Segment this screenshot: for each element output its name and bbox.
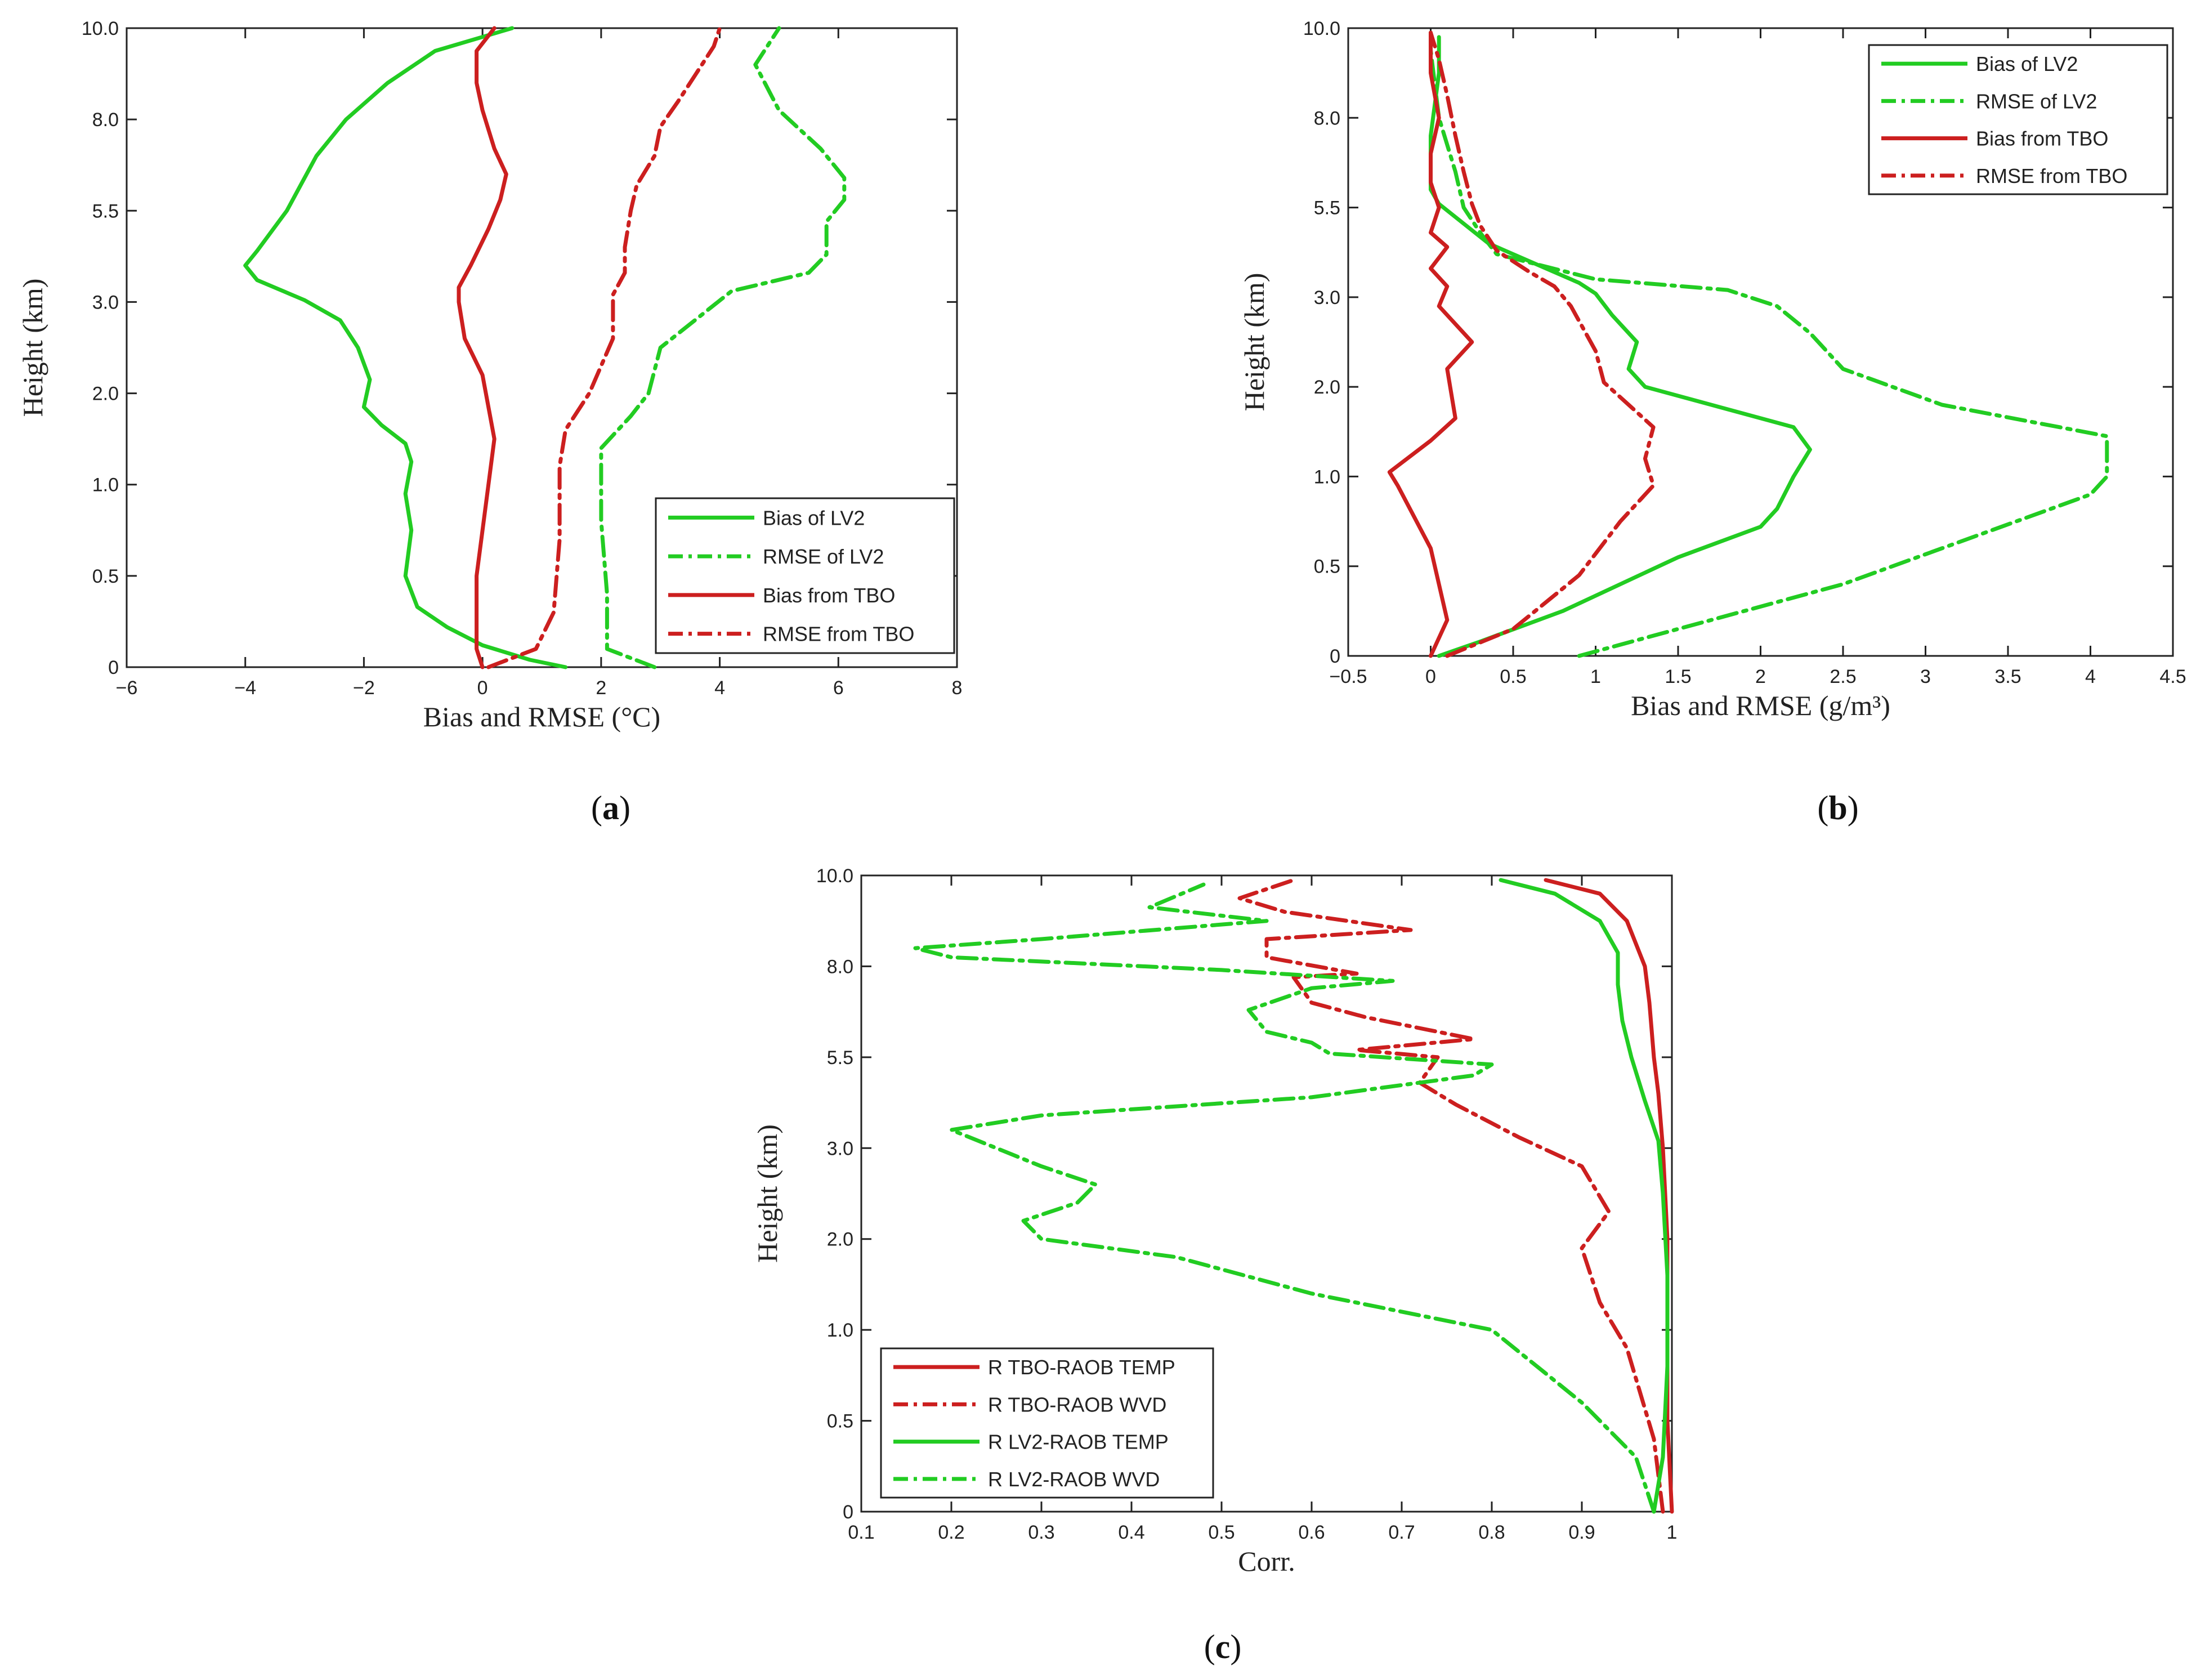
plot-frame-c xyxy=(860,874,1673,1513)
x-tick-label: 2.5 xyxy=(1830,666,1856,687)
legend-label: RMSE from TBO xyxy=(1976,164,2127,187)
y-tick-label: 1.0 xyxy=(827,1320,853,1341)
legend-box xyxy=(1868,44,2168,195)
panel-caption-b: (b) xyxy=(1817,789,1858,826)
x-tick-label: 0 xyxy=(1425,666,1436,687)
y-tick-label: 2.0 xyxy=(827,1229,853,1250)
legend-label: RMSE from TBO xyxy=(763,623,914,646)
x-tick-label: −2 xyxy=(353,677,375,699)
y-tick-label: 3.0 xyxy=(827,1138,853,1159)
series-line-bias-of-lv2 xyxy=(1429,35,1812,658)
x-tick-label: 4 xyxy=(714,677,725,699)
y-tick-label: 5.5 xyxy=(1314,198,1340,219)
series-line-rmse-from-tbo xyxy=(1429,30,1656,658)
x-tick-label: 0.4 xyxy=(1118,1522,1144,1543)
legend-label: Bias from TBO xyxy=(763,584,895,607)
y-tick-label: 3.0 xyxy=(1314,287,1340,309)
x-tick-label: 1 xyxy=(1590,666,1601,687)
x-tick-label: 6 xyxy=(833,677,844,699)
legend-label: R LV2-RAOB WVD xyxy=(988,1468,1160,1491)
y-tick-label: 10.0 xyxy=(816,865,853,887)
series-line-rmse-of-lv2 xyxy=(599,26,847,669)
y-tick-label: 0.5 xyxy=(92,566,119,587)
series-line-bias-of-lv2 xyxy=(243,26,568,669)
y-tick-label: 0 xyxy=(108,657,119,678)
x-axis-label: Corr. xyxy=(1238,1545,1295,1577)
y-tick-label: 5.5 xyxy=(827,1047,853,1069)
y-tick-label: 0 xyxy=(843,1502,853,1523)
y-tick-label: 0.5 xyxy=(827,1411,853,1432)
x-tick-label: 0.1 xyxy=(848,1522,874,1543)
legend-label: Bias of LV2 xyxy=(1976,52,2078,75)
legend-box xyxy=(880,1347,1214,1499)
y-tick-label: 2.0 xyxy=(92,383,119,405)
x-tick-label: 0.2 xyxy=(938,1522,964,1543)
y-tick-label: 8.0 xyxy=(1314,108,1340,129)
y-tick-label: 8.0 xyxy=(827,956,853,977)
legend-box xyxy=(655,497,955,654)
x-tick-label: 4.5 xyxy=(2159,666,2186,687)
y-axis-label: Height (km) xyxy=(1238,273,1270,412)
series-line-bias-from-tbo xyxy=(457,26,508,669)
chart-b: −0.5 0 0.5 1 1.5 2 2.5 3 3.5 4 4.500.51.02.03.05.5… xyxy=(1238,18,2186,826)
y-tick-label: 0 xyxy=(1330,646,1340,667)
legend-c: R TBO-RAOB TEMP R TBO-RAOB WVD R LV2-RAOB … xyxy=(880,1347,1214,1499)
x-tick-label: −4 xyxy=(234,677,256,699)
x-tick-label: 0.8 xyxy=(1478,1522,1505,1543)
x-tick-label: 0.9 xyxy=(1568,1522,1595,1543)
series-line-r-tbo-raob-wvd xyxy=(1237,878,1665,1514)
legend-label: RMSE of LV2 xyxy=(763,545,884,568)
x-axis-label: Bias and RMSE (g/m³) xyxy=(1631,690,1890,721)
x-tick-label: 2 xyxy=(1755,666,1766,687)
x-tick-label: 4 xyxy=(2085,666,2096,687)
x-tick-label: 0.6 xyxy=(1298,1522,1325,1543)
y-tick-label: 10.0 xyxy=(1303,18,1340,39)
x-axis-label: Bias and RMSE (°C) xyxy=(423,701,660,732)
legend-label: R LV2-RAOB TEMP xyxy=(988,1431,1169,1454)
y-axis-label: Height (km) xyxy=(752,1124,783,1263)
x-tick-label: 0.5 xyxy=(1208,1522,1235,1543)
y-tick-label: 3.0 xyxy=(92,292,119,313)
chart-a: −6 −4 −2 0 2 4 6 8 0 0.5 1.0 2.0 3.0 5.5 8.0 10.0 Bias a… xyxy=(17,18,962,826)
series-line-rmse-of-lv2 xyxy=(1429,30,2109,658)
y-tick-label: 0.5 xyxy=(1314,556,1340,578)
x-tick-label: 0.5 xyxy=(1500,666,1526,687)
y-tick-label: 5.5 xyxy=(92,200,119,222)
x-tick-label: 8 xyxy=(952,677,963,699)
series-line-r-lv2-raob-wvd xyxy=(913,882,1656,1514)
x-tick-label: 3 xyxy=(1920,666,1931,687)
x-tick-label: 0.3 xyxy=(1028,1522,1054,1543)
panel-caption-c: (c) xyxy=(1204,1628,1242,1665)
plot-frame-a xyxy=(126,27,958,668)
y-tick-label: 1.0 xyxy=(92,475,119,496)
panel-caption-a: (a) xyxy=(591,789,630,826)
y-axis-label: Height (km) xyxy=(17,279,48,417)
x-tick-label: −0.5 xyxy=(1329,666,1367,687)
y-tick-label: 10.0 xyxy=(82,18,119,39)
legend-label: Bias from TBO xyxy=(1976,127,2108,150)
series-line-r-tbo-raob-temp xyxy=(1544,878,1674,1514)
x-tick-label: 0 xyxy=(477,677,488,699)
series-line-rmse-from-tbo xyxy=(486,26,722,669)
x-tick-label: 0.7 xyxy=(1388,1522,1415,1543)
y-tick-label: 8.0 xyxy=(92,109,119,131)
y-tick-label: 2.0 xyxy=(1314,377,1340,398)
legend-a: Bias of LV2 RMSE of LV2 Bias from TBO RMSE … xyxy=(655,497,955,654)
x-tick-label: 1.5 xyxy=(1665,666,1691,687)
x-tick-label: 2 xyxy=(596,677,606,699)
legend-label: RMSE of LV2 xyxy=(1976,90,2097,113)
legend-label: R TBO-RAOB WVD xyxy=(988,1393,1166,1416)
legend-b: Bias of LV2 RMSE of LV2 Bias from TBO RMSE … xyxy=(1868,44,2168,195)
x-tick-label: −6 xyxy=(116,677,138,699)
series-line-bias-from-tbo xyxy=(1387,30,1474,658)
legend-label: R TBO-RAOB TEMP xyxy=(988,1356,1175,1379)
series-line-r-lv2-raob-temp xyxy=(1499,878,1670,1514)
chart-c: 0.1 0.2 0.3 0.4 0.5 0.6 0.7 0.8 0.9 1 0 0.5 1.0 2.0 3.… xyxy=(752,865,1677,1665)
x-tick-label: 3.5 xyxy=(1994,666,2021,687)
y-tick-label: 1.0 xyxy=(1314,466,1340,488)
legend-label: Bias of LV2 xyxy=(763,506,865,529)
x-tick-label: 1 xyxy=(1667,1522,1678,1543)
